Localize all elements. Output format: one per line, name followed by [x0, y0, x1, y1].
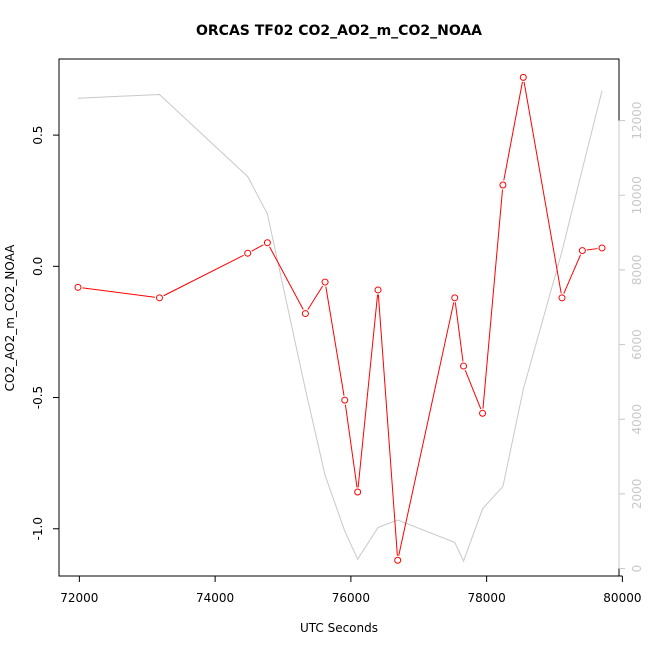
primary-data-point	[578, 247, 586, 255]
y-tick-label: -1.0	[31, 517, 45, 540]
plot-frame	[58, 58, 620, 577]
primary-series	[74, 73, 606, 564]
primary-data-point	[558, 294, 566, 302]
primary-data-point	[394, 556, 402, 564]
y2-tick-label: 10000	[630, 176, 644, 214]
x-tick-label: 76000	[332, 591, 370, 605]
primary-series-segment	[307, 285, 324, 310]
primary-data-point	[321, 278, 329, 286]
primary-series-segment	[269, 246, 304, 310]
primary-data-point	[519, 73, 527, 81]
primary-series-segment	[82, 287, 155, 298]
primary-series-segment	[464, 370, 482, 410]
y-axis-label: CO2_AO2_m_CO2_NOAA	[3, 244, 17, 391]
primary-series-segment	[377, 294, 398, 556]
x-tick-label: 78000	[468, 591, 506, 605]
primary-series-segment	[344, 404, 358, 488]
primary-data-point	[354, 488, 362, 496]
primary-series-segment	[482, 189, 504, 409]
y2-tick-label: 12000	[630, 101, 644, 139]
x-axis: 72000 74000 76000 78000 80000	[60, 575, 641, 605]
primary-series-segment	[357, 294, 379, 488]
primary-data-point	[74, 283, 82, 291]
primary-data-point	[374, 286, 382, 294]
y2-tick-label: 6000	[630, 329, 644, 360]
primary-data-point	[341, 396, 349, 404]
primary-data-point	[460, 362, 468, 370]
y-tick-label: 0.0	[31, 257, 45, 276]
x-tick-label: 72000	[60, 591, 98, 605]
x-tick-label: 74000	[196, 591, 234, 605]
y2-axis: 0 2000 4000 6000 8000 10000 12000	[618, 101, 644, 573]
primary-series-segment	[523, 81, 562, 294]
y-axis: -1.0 -0.5 0.0 0.5	[31, 126, 60, 540]
primary-series-segment	[251, 244, 264, 252]
primary-series-segment	[163, 254, 244, 297]
primary-series-segment	[503, 81, 523, 181]
y-tick-label: -0.5	[31, 386, 45, 409]
chart-title: ORCAS TF02 CO2_AO2_m_CO2_NOAA	[196, 23, 482, 39]
primary-data-point	[499, 181, 507, 189]
x-axis-label: UTC Seconds	[300, 621, 378, 635]
y2-tick-label: 8000	[630, 255, 644, 286]
primary-data-point	[479, 409, 487, 417]
primary-data-point	[244, 249, 252, 257]
primary-series-segment	[325, 286, 345, 396]
primary-data-point	[451, 294, 459, 302]
primary-data-point	[301, 310, 309, 318]
primary-series-segment	[454, 302, 464, 362]
primary-data-point	[263, 239, 271, 247]
primary-data-point	[155, 294, 163, 302]
primary-series-segment	[398, 302, 455, 556]
secondary-series	[77, 90, 603, 563]
y2-tick-label: 2000	[630, 479, 644, 510]
primary-series-segment	[586, 248, 598, 251]
y2-tick-label: 0	[630, 565, 644, 573]
x-tick-label: 80000	[603, 591, 641, 605]
primary-series-segment	[563, 254, 581, 294]
primary-data-point	[598, 244, 606, 252]
secondary-series-line	[77, 90, 603, 563]
y2-tick-label: 4000	[630, 404, 644, 435]
y-tick-label: 0.5	[31, 126, 45, 145]
